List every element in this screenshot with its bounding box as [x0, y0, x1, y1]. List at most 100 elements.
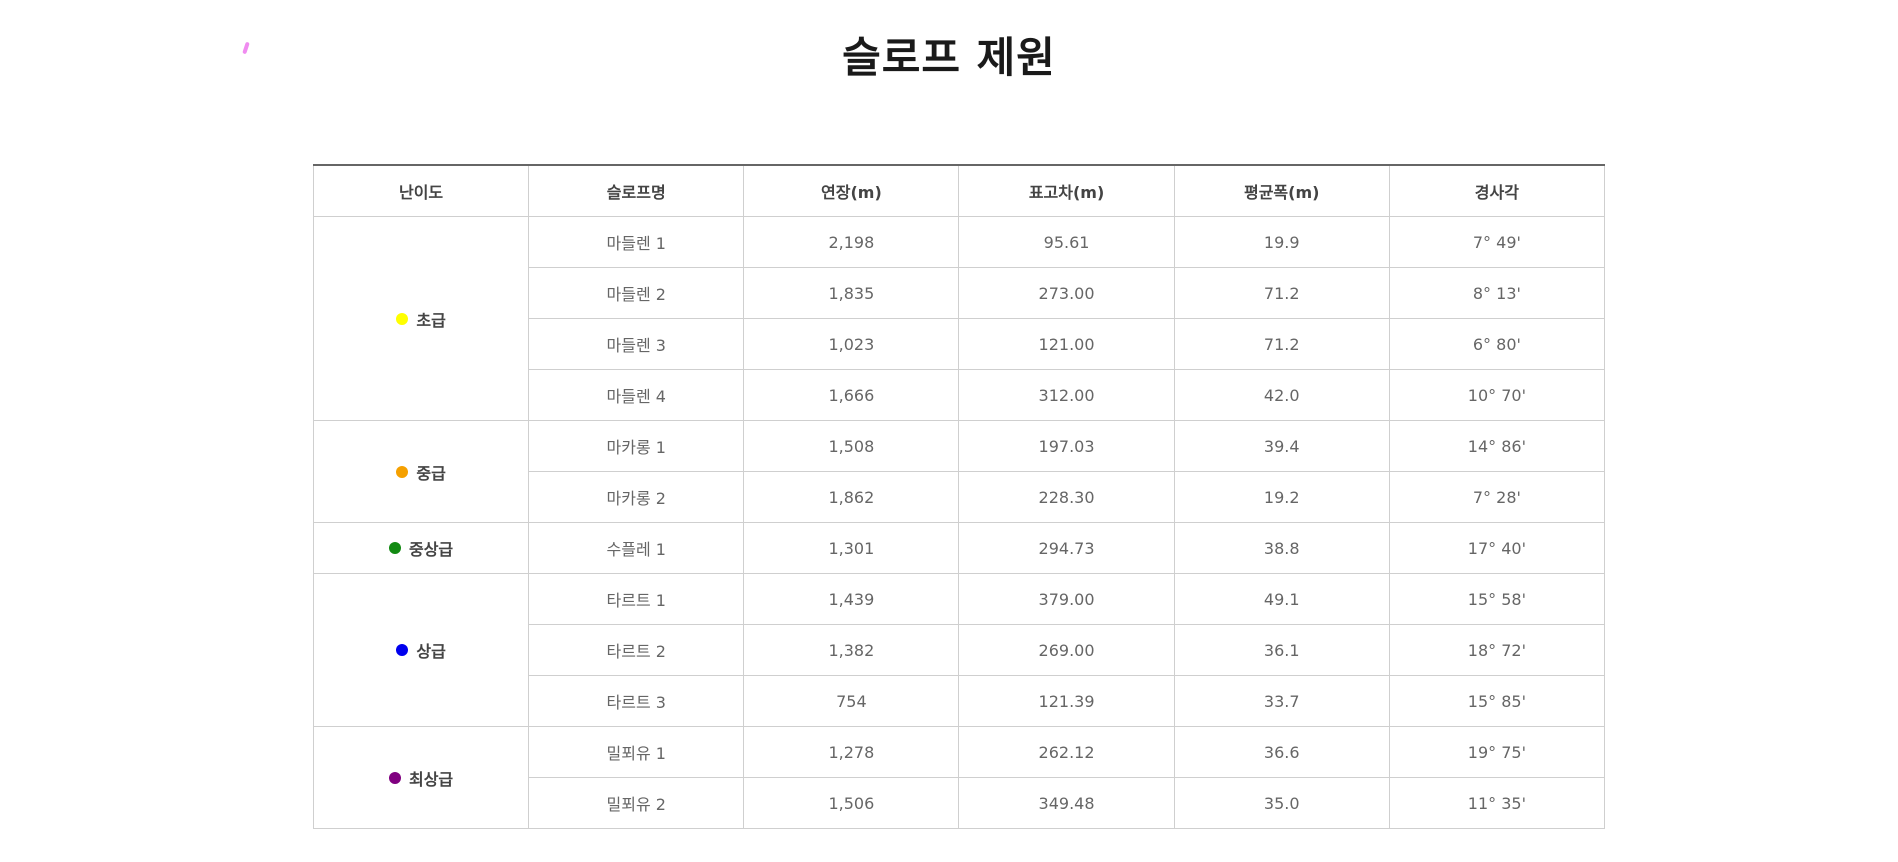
cell-slope-angle: 15° 85'	[1388, 675, 1606, 727]
cell-slope-angle: 11° 35'	[1388, 777, 1606, 829]
difficulty-cell: 상급	[312, 573, 530, 727]
cell-length: 1,382	[743, 624, 960, 676]
difficulty-cell: 초급	[312, 216, 530, 421]
cell-elevation: 121.00	[958, 318, 1175, 370]
table-body: 초급 마들렌 1 2,198 95.61 19.9 7° 49' 마들렌 2 1,835 273…	[312, 216, 1606, 829]
header-length: 연장(m)	[743, 164, 960, 217]
cell-average-width: 38.8	[1173, 522, 1390, 574]
cell-average-width: 19.9	[1173, 216, 1390, 268]
difficulty-label: 상급	[396, 638, 446, 662]
page-title: 슬로프 제원	[842, 33, 1056, 82]
table-row: 중급 마카롱 1 1,508 197.03 39.4 14° 86'	[312, 420, 1606, 523]
table-row: 마들렌 2 1,835 273.00 71.2 8° 13'	[314, 267, 1606, 319]
cell-slope-name: 타르트 2	[528, 624, 745, 676]
cell-slope-angle: 8° 13'	[1388, 267, 1606, 319]
difficulty-text: 최상급	[408, 769, 454, 789]
cell-length: 754	[743, 675, 960, 727]
cell-length: 1,666	[743, 369, 960, 421]
table-row: 초급 마들렌 1 2,198 95.61 19.9 7° 49'	[312, 216, 1606, 421]
cell-slope-name: 마들렌 1	[528, 216, 745, 268]
cell-elevation: 349.48	[958, 777, 1175, 829]
cell-length: 1,862	[743, 471, 960, 523]
difficulty-color-dot-icon	[396, 312, 409, 325]
cell-elevation: 197.03	[958, 420, 1175, 472]
cell-length: 1,506	[743, 777, 960, 829]
cell-slope-name: 타르트 1	[528, 573, 745, 625]
cell-average-width: 33.7	[1173, 675, 1390, 727]
header-slope-angle: 경사각	[1388, 164, 1606, 217]
table-row: 상급 타르트 1 1,439 379.00 49.1 15° 58'	[312, 573, 1606, 727]
cell-elevation: 121.39	[958, 675, 1175, 727]
header-elevation: 표고차(m)	[958, 164, 1175, 217]
cell-length: 1,301	[743, 522, 960, 574]
difficulty-cell: 중급	[312, 420, 530, 523]
cell-slope-angle: 10° 70'	[1388, 369, 1606, 421]
table-header-row: 난이도 슬로프명 연장(m) 표고차(m) 평균폭(m) 경사각	[312, 164, 1606, 217]
cell-average-width: 35.0	[1173, 777, 1390, 829]
difficulty-text: 초급	[416, 310, 446, 330]
table-row: 마들렌 3 1,023 121.00 71.2 6° 80'	[314, 318, 1606, 370]
difficulty-color-dot-icon	[388, 771, 401, 784]
cell-slope-angle: 18° 72'	[1388, 624, 1606, 676]
cell-average-width: 19.2	[1173, 471, 1390, 523]
difficulty-label: 최상급	[388, 766, 454, 790]
cell-slope-name: 마카롱 1	[528, 420, 745, 472]
table-row: 마들렌 4 1,666 312.00 42.0 10° 70'	[314, 369, 1606, 421]
difficulty-label: 중상급	[388, 536, 454, 560]
cell-slope-name: 밀푀유 1	[528, 726, 745, 778]
cell-length: 1,278	[743, 726, 960, 778]
cell-length: 1,023	[743, 318, 960, 370]
cell-slope-angle: 7° 49'	[1388, 216, 1606, 268]
cell-average-width: 42.0	[1173, 369, 1390, 421]
table-row: 타르트 3 754 121.39 33.7 15° 85'	[314, 675, 1606, 727]
difficulty-text: 중상급	[408, 540, 454, 559]
cell-slope-name: 타르트 3	[528, 675, 745, 727]
cell-slope-name: 마들렌 4	[528, 369, 745, 421]
cell-length: 1,835	[743, 267, 960, 319]
cell-elevation: 312.00	[958, 369, 1175, 421]
table-row: 마카롱 2 1,862 228.30 19.2 7° 28'	[314, 471, 1606, 523]
cell-slope-name: 마들렌 2	[528, 267, 745, 319]
difficulty-text: 상급	[416, 642, 446, 661]
difficulty-cell: 최상급	[312, 726, 530, 829]
difficulty-label: 초급	[396, 307, 446, 331]
cell-elevation: 262.12	[958, 726, 1175, 778]
cell-slope-angle: 17° 40'	[1388, 522, 1606, 574]
cell-length: 1,439	[743, 573, 960, 625]
cell-elevation: 95.61	[958, 216, 1175, 268]
cell-slope-angle: 6° 80'	[1388, 318, 1606, 370]
cell-elevation: 228.30	[958, 471, 1175, 523]
table-row: 밀푀유 2 1,506 349.48 35.0 11° 35'	[314, 777, 1606, 829]
cell-elevation: 294.73	[958, 522, 1175, 574]
header-slope-name: 슬로프명	[528, 164, 745, 217]
difficulty-color-dot-icon	[396, 644, 409, 656]
difficulty-text: 중급	[416, 463, 446, 483]
cell-elevation: 379.00	[958, 573, 1175, 625]
slope-spec-table: 난이도 슬로프명 연장(m) 표고차(m) 평균폭(m) 경사각 초급 마들렌 1…	[312, 164, 1606, 829]
table-row: 타르트 2 1,382 269.00 36.1 18° 72'	[314, 624, 1606, 676]
table-row: 중상급 수플레 1 1,301 294.73 38.8 17° 40'	[312, 522, 1606, 574]
cell-average-width: 71.2	[1173, 318, 1390, 370]
difficulty-label: 중급	[396, 460, 446, 484]
cell-slope-name: 수플레 1	[528, 522, 745, 574]
difficulty-color-dot-icon	[396, 465, 409, 478]
table-row: 최상급 밀푀유 1 1,278 262.12 36.6 19° 75'	[312, 726, 1606, 829]
cell-elevation: 273.00	[958, 267, 1175, 319]
difficulty-cell: 중상급	[312, 522, 530, 574]
cell-slope-angle: 7° 28'	[1388, 471, 1606, 523]
cell-slope-angle: 19° 75'	[1388, 726, 1606, 778]
cell-slope-angle: 14° 86'	[1388, 420, 1606, 472]
cell-length: 2,198	[743, 216, 960, 268]
difficulty-color-dot-icon	[388, 542, 401, 554]
cell-slope-angle: 15° 58'	[1388, 573, 1606, 625]
cell-slope-name: 마들렌 3	[528, 318, 745, 370]
cell-average-width: 36.1	[1173, 624, 1390, 676]
cell-slope-name: 밀푀유 2	[528, 777, 745, 829]
cell-average-width: 39.4	[1173, 420, 1390, 472]
header-difficulty: 난이도	[312, 164, 530, 217]
cell-slope-name: 마카롱 2	[528, 471, 745, 523]
cell-average-width: 71.2	[1173, 267, 1390, 319]
cell-average-width: 36.6	[1173, 726, 1390, 778]
cell-length: 1,508	[743, 420, 960, 472]
header-average-width: 평균폭(m)	[1173, 164, 1390, 217]
